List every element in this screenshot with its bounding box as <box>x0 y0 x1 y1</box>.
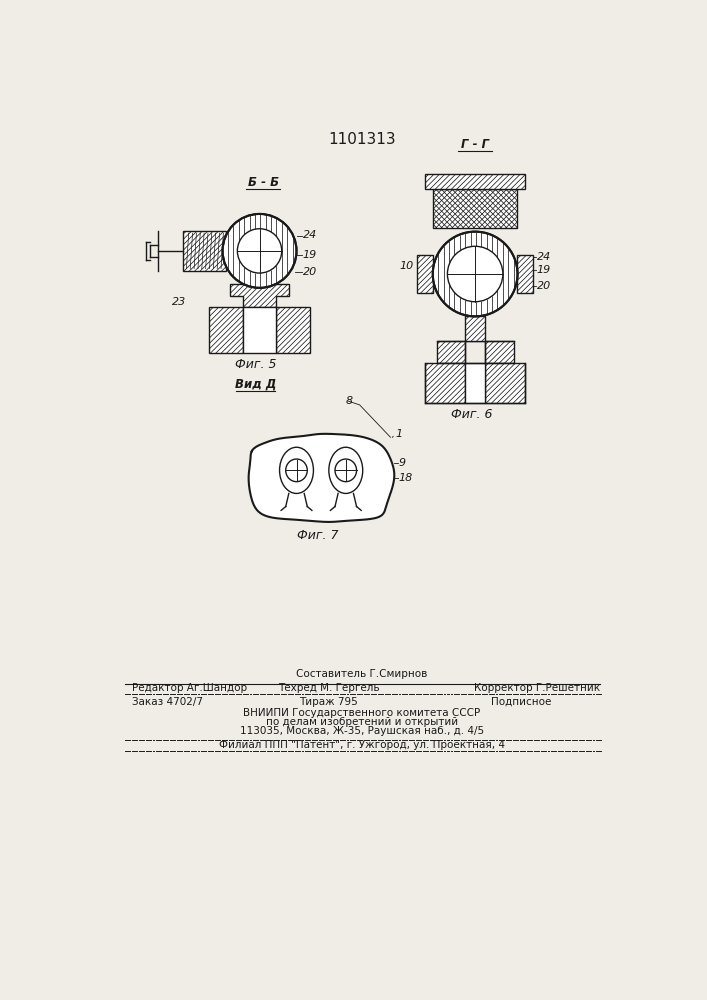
Circle shape <box>433 232 518 316</box>
Text: Тираж 795: Тираж 795 <box>300 697 358 707</box>
Text: Филиал ППП "Патент", г. Ужгород, ул. Проектная, 4: Филиал ППП "Патент", г. Ужгород, ул. Про… <box>219 740 505 750</box>
Circle shape <box>223 214 296 288</box>
Text: 19: 19 <box>537 265 551 275</box>
Text: Фиг. 7: Фиг. 7 <box>296 529 338 542</box>
Polygon shape <box>465 363 485 403</box>
Text: Б - Б: Б - Б <box>248 176 279 189</box>
Text: Г - Г: Г - Г <box>461 138 489 151</box>
Text: 10: 10 <box>399 261 414 271</box>
Polygon shape <box>485 363 525 403</box>
Text: 18: 18 <box>398 473 412 483</box>
Polygon shape <box>182 231 226 271</box>
Text: 19: 19 <box>303 250 317 260</box>
Text: Вид Д: Вид Д <box>235 378 276 391</box>
Text: 9: 9 <box>398 458 405 468</box>
Polygon shape <box>249 434 395 522</box>
Text: Редактор Аг.Шандор: Редактор Аг.Шандор <box>132 683 247 693</box>
Circle shape <box>448 246 503 302</box>
Text: по делам изобретений и открытий: по делам изобретений и открытий <box>266 717 458 727</box>
Text: Фиг. 6: Фиг. 6 <box>450 408 492 421</box>
Text: 8: 8 <box>346 396 353 406</box>
Text: Подписное: Подписное <box>491 697 551 707</box>
Polygon shape <box>485 341 514 363</box>
Polygon shape <box>425 363 465 403</box>
Polygon shape <box>518 255 533 293</box>
Polygon shape <box>243 307 276 353</box>
Text: 20: 20 <box>303 267 317 277</box>
Polygon shape <box>276 307 310 353</box>
Text: Техред М. Гергель: Техред М. Гергель <box>278 683 380 693</box>
Text: 1101313: 1101313 <box>328 132 396 147</box>
Text: Заказ 4702/7: Заказ 4702/7 <box>132 697 204 707</box>
Polygon shape <box>230 284 288 307</box>
Ellipse shape <box>329 447 363 493</box>
Text: 24: 24 <box>303 231 317 240</box>
Polygon shape <box>425 174 525 189</box>
Ellipse shape <box>279 447 313 493</box>
Text: ВНИИПИ Государственного комитета СССР: ВНИИПИ Государственного комитета СССР <box>243 708 481 718</box>
Polygon shape <box>433 189 518 228</box>
Text: 1: 1 <box>396 429 403 439</box>
Text: 113035, Москва, Ж-35, Раушская наб., д. 4/5: 113035, Москва, Ж-35, Раушская наб., д. … <box>240 726 484 736</box>
Ellipse shape <box>286 459 308 482</box>
Polygon shape <box>209 307 243 353</box>
Text: Фиг. 5: Фиг. 5 <box>235 358 276 371</box>
Text: 24: 24 <box>537 252 551 262</box>
Polygon shape <box>465 316 485 341</box>
Text: 20: 20 <box>537 281 551 291</box>
Polygon shape <box>417 255 433 293</box>
Text: 23: 23 <box>172 297 186 307</box>
Text: Составитель Г.Смирнов: Составитель Г.Смирнов <box>296 669 428 679</box>
Circle shape <box>238 229 281 273</box>
Ellipse shape <box>335 459 356 482</box>
Text: Корректор Г.Решетник: Корректор Г.Решетник <box>474 683 600 693</box>
Polygon shape <box>437 341 465 363</box>
